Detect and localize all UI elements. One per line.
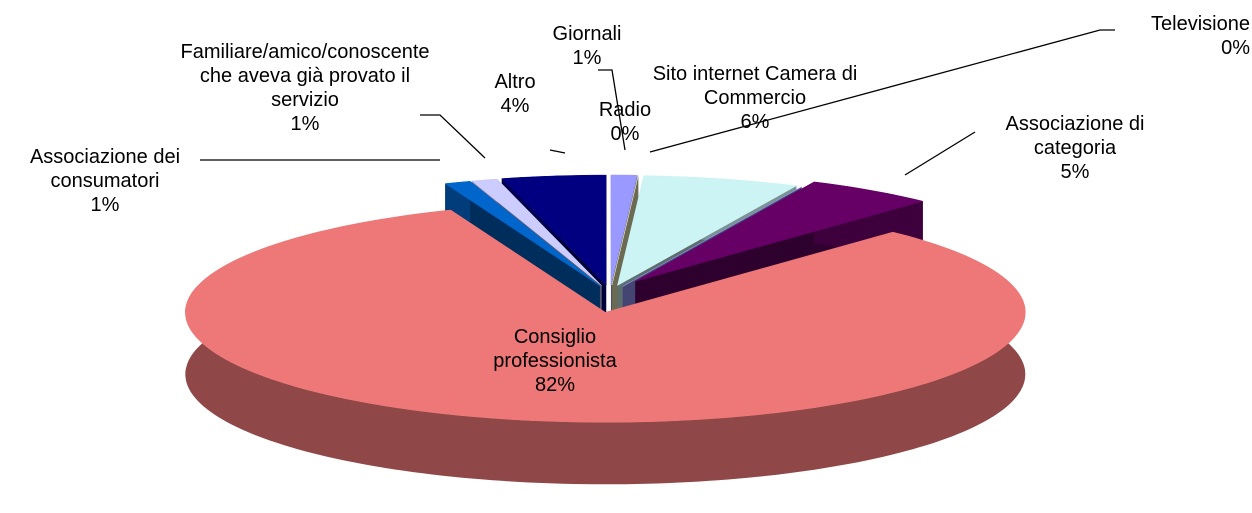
category-name: Altro xyxy=(494,71,536,93)
value-label: 82% xyxy=(534,374,576,396)
slice-label: Altro 4% xyxy=(475,70,555,118)
category-name: Radio xyxy=(598,99,652,121)
category-name: Consiglio professionista xyxy=(493,326,617,372)
value-label: 4% xyxy=(500,95,530,117)
slice-top xyxy=(610,174,638,286)
value-label: 1% xyxy=(572,47,602,69)
slice-label: Associazione di categoria 5% xyxy=(980,112,1170,184)
category-name: Associazione di categoria xyxy=(1005,113,1145,159)
slice-top xyxy=(471,178,602,286)
slice-label: Consiglio professionista 82% xyxy=(455,325,655,397)
leader-line xyxy=(649,29,1115,153)
value-label: 1% xyxy=(290,113,320,135)
slice-top xyxy=(617,175,798,286)
leader-line xyxy=(598,69,626,151)
slice-label: Familiare/amico/conoscente che aveva già… xyxy=(180,40,430,136)
slice-label: Televisione 0% xyxy=(1110,12,1250,60)
slice-top xyxy=(635,181,924,282)
slice-top xyxy=(185,209,1026,423)
slice-label: Sito internet Camera di Commercio 6% xyxy=(630,62,880,134)
category-name: Televisione xyxy=(1151,13,1250,35)
slice-top xyxy=(501,174,607,286)
value-label: 5% xyxy=(1060,161,1090,183)
leader-line xyxy=(904,131,976,176)
value-label: 6% xyxy=(740,111,770,133)
slice-top xyxy=(444,181,600,287)
pie-tops xyxy=(185,174,1026,423)
slice-label: Radio 0% xyxy=(585,98,665,146)
slice-top xyxy=(611,175,639,286)
value-label: 0% xyxy=(1221,37,1250,59)
leader-line xyxy=(420,114,486,159)
category-name: Familiare/amico/conoscente che aveva già… xyxy=(180,41,430,111)
category-name: Giornali xyxy=(552,23,622,45)
slice-top xyxy=(622,186,802,287)
value-label: 0% xyxy=(610,123,640,145)
value-label: 1% xyxy=(90,194,120,216)
category-name: Associazione dei consumatori xyxy=(29,146,181,192)
slice-label: Giornali 1% xyxy=(547,22,627,70)
slice-label: Associazione dei consumatori 1% xyxy=(0,145,210,217)
leader-line xyxy=(549,149,566,154)
category-name: Sito internet Camera di Commercio xyxy=(652,63,858,109)
